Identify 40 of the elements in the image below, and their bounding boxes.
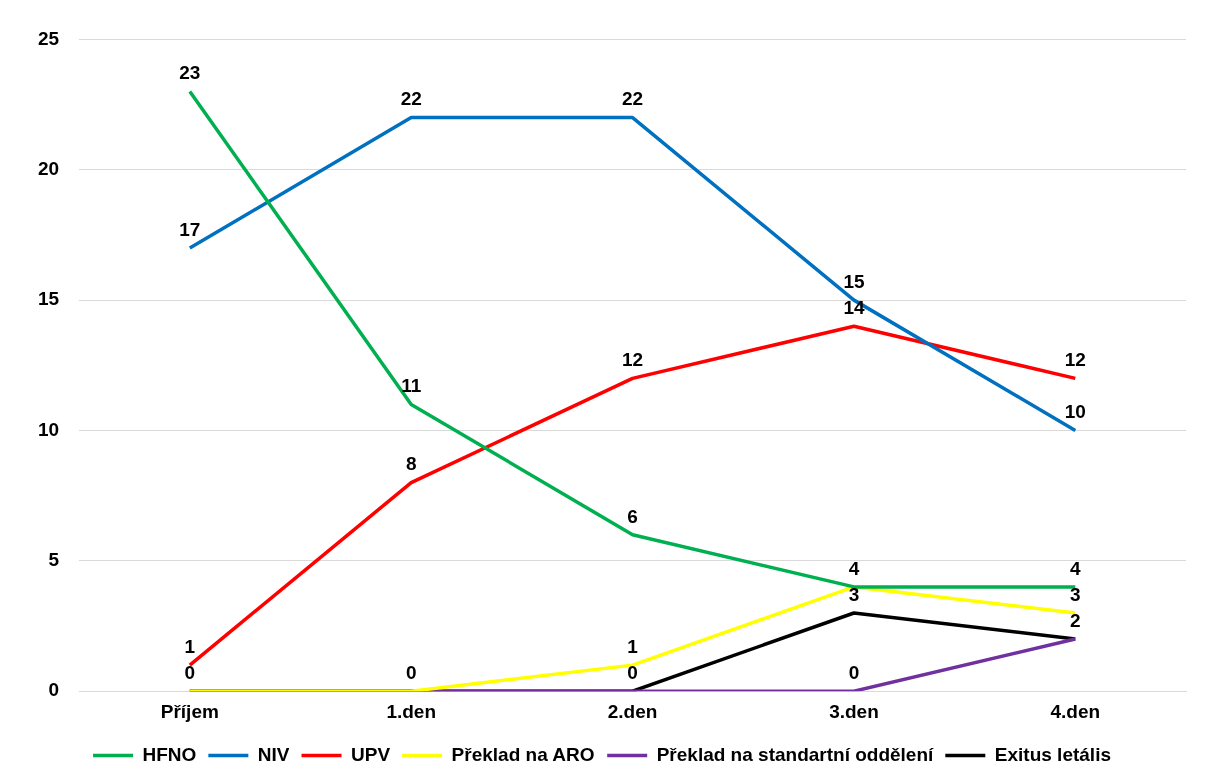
y-tick-label: 5 xyxy=(48,549,60,571)
legend-label: UPV xyxy=(351,743,391,765)
y-tick-label: 10 xyxy=(37,418,60,440)
data-label: 0 xyxy=(184,661,196,683)
y-tick-label: 25 xyxy=(37,27,60,49)
data-label: 4 xyxy=(848,557,860,579)
data-label: 17 xyxy=(179,218,201,240)
legend-label: Překlad na standartní oddělení xyxy=(656,743,935,765)
legend-label: NIV xyxy=(257,743,290,765)
data-label: 3 xyxy=(848,583,860,605)
data-label: 1 xyxy=(627,635,639,657)
data-label: 0 xyxy=(627,661,638,683)
legend-label: Překlad na ARO xyxy=(451,743,595,765)
data-label: 23 xyxy=(179,62,201,84)
y-tick-label: 20 xyxy=(37,157,60,179)
data-label: 6 xyxy=(627,505,638,527)
data-label: 11 xyxy=(401,375,422,397)
y-tick-label: 15 xyxy=(37,288,60,310)
x-tick-label: 3.den xyxy=(829,700,879,722)
data-label: 2 xyxy=(1070,609,1081,631)
data-label: 15 xyxy=(843,270,865,292)
y-tick-label: 0 xyxy=(48,679,60,701)
data-label: 0 xyxy=(405,661,417,683)
data-label: 22 xyxy=(622,88,644,110)
x-tick-label: 2.den xyxy=(607,700,658,722)
data-label: 12 xyxy=(1064,349,1086,371)
data-label: 4 xyxy=(1070,557,1082,579)
data-label: 1 xyxy=(184,635,196,657)
x-tick-label: 4.den xyxy=(1050,700,1101,722)
legend-label: HFNO xyxy=(142,743,197,765)
x-tick-label: 1.den xyxy=(386,700,437,722)
x-tick-label: Příjem xyxy=(160,700,219,722)
legend-label: Exitus letális xyxy=(994,743,1111,765)
data-label: 12 xyxy=(622,349,644,371)
data-label: 8 xyxy=(405,453,417,475)
data-label: 0 xyxy=(848,661,860,683)
data-label: 10 xyxy=(1064,401,1086,423)
data-label: 3 xyxy=(1070,583,1081,605)
data-label: 14 xyxy=(843,296,865,318)
data-label: 22 xyxy=(400,88,422,110)
